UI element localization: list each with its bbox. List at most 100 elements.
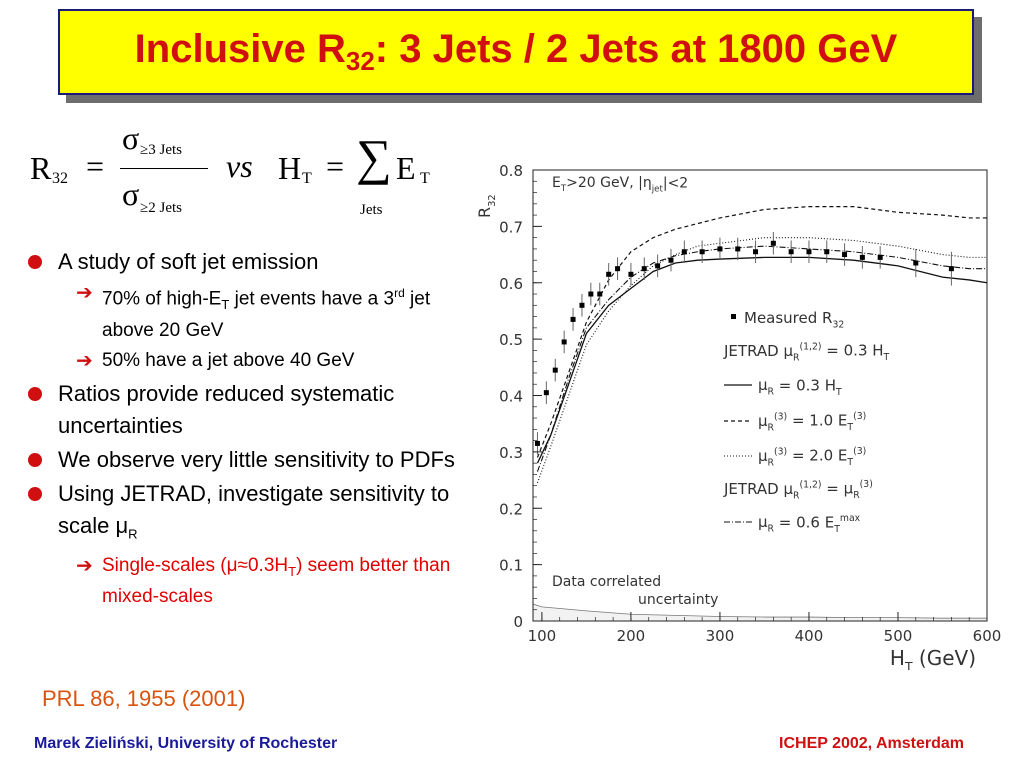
formula-sigma-numerator: σ [122, 120, 140, 156]
legend-s1-label: μR = 0.3 HT [758, 376, 842, 398]
measured-point [913, 260, 919, 266]
x-axis-label-part: H [890, 646, 905, 670]
y-tick-label: 0.1 [499, 557, 523, 575]
y-tick-label: 0.4 [499, 388, 523, 406]
measured-point [824, 249, 830, 255]
measured-point [877, 254, 883, 260]
legend-s3-label-part: = 2.0 E [787, 447, 847, 465]
formula-sigma-denominator-sub: ≥2 Jets [140, 200, 182, 216]
formula-equals-1: = [86, 148, 105, 184]
y-tick-label: 0.5 [499, 331, 523, 349]
legend-group2-label-part: = μ [822, 480, 854, 498]
y-axis-label-part: R [475, 207, 494, 218]
y-axis-label: R32 [475, 194, 498, 218]
legend-s1-label-part: = 0.3 H [774, 377, 836, 395]
measured-points [534, 232, 954, 455]
bullet-soft-jet: A study of soft jet emission [22, 246, 462, 278]
bullet-dot-icon [28, 255, 42, 269]
measured-point [561, 339, 567, 345]
measured-point [859, 254, 865, 260]
y-tick-label: 0.8 [499, 162, 523, 180]
bullet-jetrad: Using JETRAD, investigate sensitivity to… [22, 478, 462, 550]
formula-h: H [278, 150, 302, 186]
legend-measured-label-part: Measured R [744, 309, 832, 327]
legend-s2-label-part: (3) [853, 411, 866, 422]
x-tick-label: 500 [884, 627, 913, 645]
plot-labels: 0 0.1 0.2 0.3 0.4 0.5 0.6 0.7 0.8 100 200 300 400 500… [475, 162, 1001, 670]
bullet-dot-icon [28, 387, 42, 402]
bullet-dot-icon [28, 487, 42, 502]
bullet-text: We observe very little sensitivity to PD… [58, 447, 455, 473]
formula-e-sub: T [420, 170, 430, 187]
legend-group2-label-part: (1,2) [799, 480, 821, 491]
series-s4-line [536, 245, 987, 472]
uncertainty-band [532, 603, 988, 622]
measured-point [628, 271, 634, 277]
sub-bullet-text-a: 70% of high-E [102, 288, 222, 310]
bullet-pdfs: We observe very little sensitivity to PD… [22, 444, 462, 476]
sub-bullet-high-et: ➔ 70% of high-ET jet events have a 3rd je… [22, 280, 462, 344]
sub-bullet-sub: T [221, 297, 230, 313]
legend-s3-label-part: (3) [774, 447, 787, 458]
band-annotation-line2-part: uncertainty [638, 592, 718, 608]
bullet-sub: R [128, 526, 138, 542]
band-annotation-line1: Data correlated [552, 574, 661, 590]
formula-equals-2: = [326, 148, 345, 184]
measured-point [842, 252, 848, 258]
measured-point [699, 249, 705, 255]
sub-bullet-text-a: Single-scales (μ≈0.3H [102, 554, 289, 576]
sub-bullet-text-b: ) seem better than mixed-scales [102, 554, 451, 608]
plot-background [533, 170, 987, 621]
legend-s1-label-part: T [835, 387, 842, 398]
measured-point [641, 266, 647, 272]
formula-sigma-numerator-sub: ≥3 Jets [140, 142, 182, 158]
legend-s4-label: μR = 0.6 ETmax [758, 513, 861, 535]
legend-s3-label-part: (3) [853, 446, 866, 457]
x-tick-label: 600 [973, 627, 1002, 645]
slide-title: Inclusive R32: 3 Jets / 2 Jets at 1800 G… [135, 27, 898, 77]
legend-s2-label-part: R [768, 423, 775, 434]
legend-s3-label-part: μ [758, 447, 768, 465]
y-tick-label: 0.3 [499, 444, 523, 462]
measured-point [579, 302, 585, 308]
legend-group1-label-part: (1,2) [799, 342, 821, 353]
measured-point [534, 440, 540, 446]
legend-s2-label-part: (3) [774, 412, 787, 423]
measured-point [806, 249, 812, 255]
legend-s2-label: μR(3) = 1.0 ET(3) [758, 411, 866, 434]
r32-formula: R 32 = σ ≥3 Jets σ ≥2 Jets vs H T = ∑ Je… [28, 118, 468, 228]
legend-measured-label-part: 32 [832, 320, 844, 331]
cut-label-part: E [552, 175, 561, 191]
measured-point [588, 291, 594, 297]
bullet-dot-icon [28, 453, 42, 468]
formula-sigma-denominator: σ [122, 176, 140, 212]
measured-point [597, 291, 603, 297]
legend-s2-label-part: T [846, 422, 853, 433]
sub-bullet-40gev: ➔ 50% have a jet above 40 GeV [22, 348, 462, 374]
bullet-text: Ratios provide reduced systematic uncert… [58, 381, 395, 439]
measured-point [606, 271, 612, 277]
plot-area [533, 170, 987, 621]
r32-plot: 0 0.1 0.2 0.3 0.4 0.5 0.6 0.7 0.8 100 200 300 400 500… [475, 162, 1001, 670]
legend-s2-label-part: = 1.0 E [787, 412, 847, 430]
bullet-text: Using JETRAD, investigate sensitivity to… [58, 481, 450, 539]
x-axis-label: HT (GeV) [890, 646, 976, 670]
legend-group2-label-part: (3) [860, 479, 873, 490]
legend-group1-label-part: T [883, 352, 890, 363]
formula-sum-under: Jets [360, 202, 383, 218]
sub-bullet-text-c: jet above 20 GeV [102, 288, 431, 342]
measured-point [543, 390, 549, 396]
x-tick-label: 100 [528, 627, 557, 645]
arrow-icon: ➔ [76, 350, 93, 373]
legend-s4-label-part: μ [758, 513, 768, 531]
legend-s4-label-part: max [840, 513, 861, 524]
legend-s2-label-part: μ [758, 412, 768, 430]
sub-bullet-sub: T [288, 563, 297, 579]
theory-curves [536, 206, 988, 484]
measured-point [788, 249, 794, 255]
sub-bullet-single-scales: ➔ Single-scales (μ≈0.3HT) seem better tha… [22, 553, 462, 611]
footer-conference: ICHEP 2002, Amsterdam [779, 735, 964, 752]
formula-vs: vs [226, 148, 253, 184]
measured-point [615, 266, 621, 272]
measured-point [655, 263, 661, 269]
